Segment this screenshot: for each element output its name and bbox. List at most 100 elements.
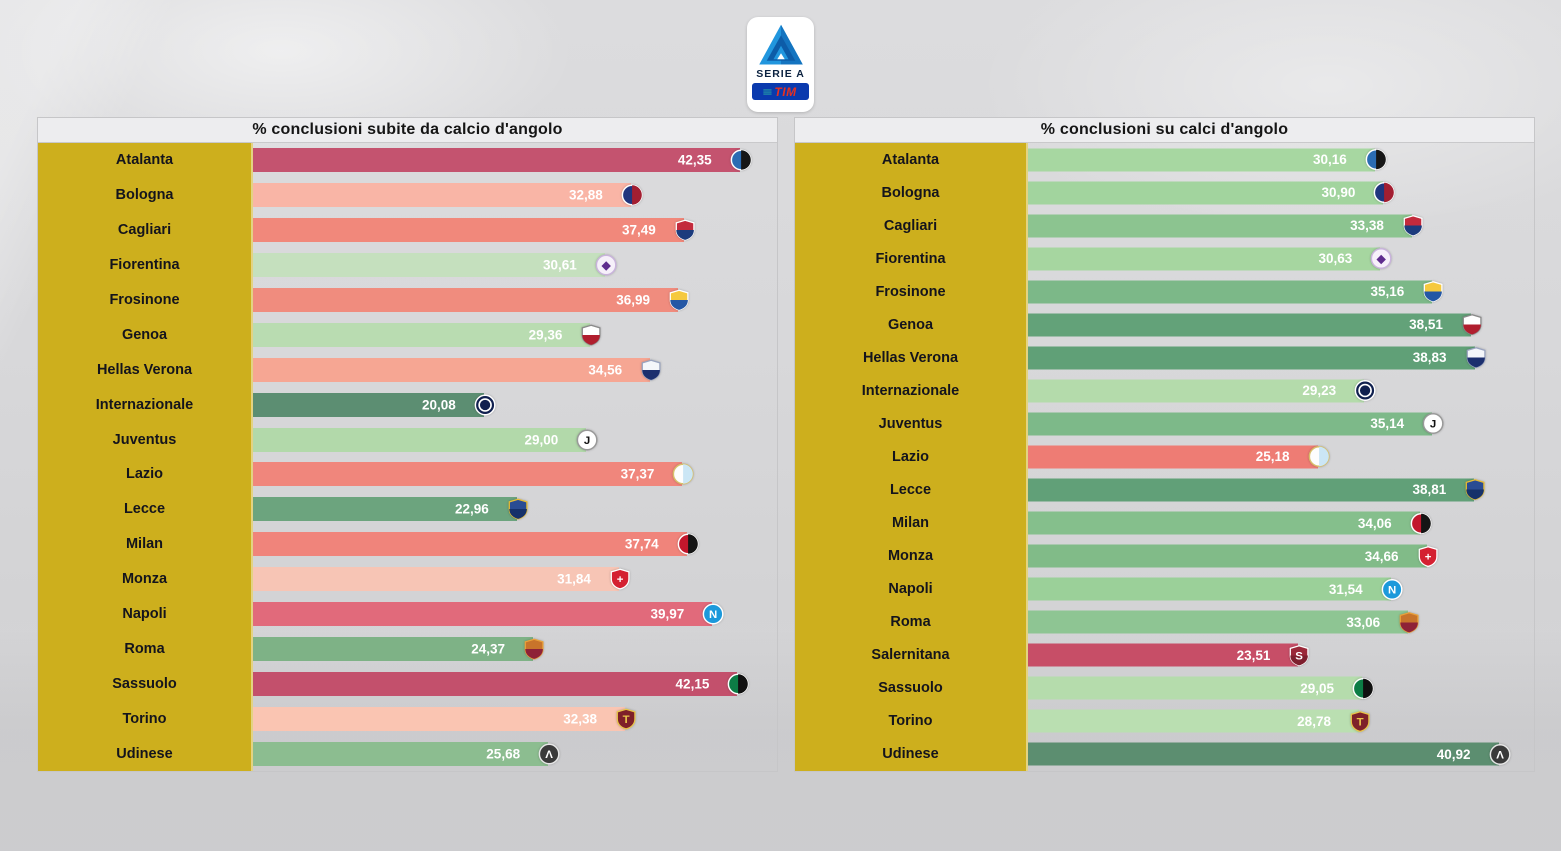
team-label-lazio: Lazio <box>38 457 253 492</box>
serie-a-tim-logo: SERIE A ≡ TIM <box>747 17 814 112</box>
salernitana-crest-icon: S <box>1290 644 1309 666</box>
bar-track: 29,23 <box>1028 374 1534 407</box>
sassuolo-crest-icon <box>1352 677 1374 699</box>
juventus-crest-icon: J <box>1422 413 1444 435</box>
value-label-lazio: 37,37 <box>620 466 655 482</box>
team-label-cagliari: Cagliari <box>38 212 253 248</box>
bar-track: 29,36 <box>253 317 777 352</box>
chart-panel-conceded: % conclusioni subite da calcio d'angolo … <box>37 117 778 772</box>
value-label-fiorentina: 30,63 <box>1318 251 1353 267</box>
chart-row-frosinone: Frosinone 36,99 <box>38 282 777 318</box>
bar-udinese: 25,68 Λ <box>253 741 560 766</box>
bar-bologna: 30,90 <box>1028 181 1395 205</box>
frosinone-crest-icon <box>1423 281 1443 303</box>
bar-track: 38,83 <box>1028 341 1534 374</box>
team-label-monza: Monza <box>38 561 253 597</box>
bar-track: 25,68 Λ <box>253 736 777 771</box>
chart-row-atalanta: Atalanta 42,35 <box>38 143 777 178</box>
svg-text:N: N <box>1388 584 1396 596</box>
value-label-atalanta: 30,16 <box>1313 152 1347 168</box>
tim-logo: ≡ TIM <box>752 83 809 100</box>
value-label-torino: 32,38 <box>563 711 598 727</box>
value-label-udinese: 25,68 <box>486 746 521 762</box>
monza-crest-icon: + <box>1418 545 1438 567</box>
bar-track: 22,96 <box>253 492 777 527</box>
chart-row-torino: Torino 32,38 T <box>38 701 777 737</box>
chart-title-conceded: % conclusioni subite da calcio d'angolo <box>38 118 777 143</box>
svg-text:T: T <box>623 714 630 726</box>
team-label-frosinone: Frosinone <box>795 275 1028 309</box>
svg-text:+: + <box>617 574 624 586</box>
genoa-crest-icon <box>1462 314 1482 336</box>
team-label-roma: Roma <box>38 631 253 667</box>
roma-crest-icon <box>524 638 544 660</box>
bar-monza: 31,84 + <box>253 567 630 592</box>
team-label-lecce: Lecce <box>795 473 1028 507</box>
svg-text:Λ: Λ <box>1496 749 1504 761</box>
bar-track: 37,37 <box>253 457 777 492</box>
bar-salernitana: 23,51 S <box>1028 643 1309 667</box>
svg-text:J: J <box>584 435 590 447</box>
bar-track: 32,38 T <box>253 701 777 736</box>
juventus-crest-icon: J <box>576 429 598 451</box>
bologna-crest-icon <box>621 184 643 206</box>
team-label-milan: Milan <box>795 506 1028 540</box>
bar-track: 39,97 N <box>253 597 777 632</box>
team-label-internazionale: Internazionale <box>795 374 1028 408</box>
frosinone-crest-icon <box>669 289 689 311</box>
chart-row-lazio: Lazio 37,37 <box>38 457 777 492</box>
value-label-udinese: 40,92 <box>1436 746 1471 762</box>
chart-row-juventus: Juventus 29,00 J <box>38 422 777 458</box>
team-label-salernitana: Salernitana <box>795 638 1028 672</box>
bar-lazio: 37,37 <box>253 462 694 487</box>
value-label-internazionale: 20,08 <box>421 397 456 413</box>
bar-atalanta: 30,16 <box>1028 148 1387 172</box>
lecce-crest-icon <box>508 498 528 520</box>
atalanta-crest-icon <box>730 149 752 171</box>
value-label-milan: 34,06 <box>1357 515 1392 531</box>
chart-conceded: Atalanta 42,35 Bologna 32,88 Cagliari 37,49 Fi… <box>38 143 777 772</box>
chart-row-lecce: Lecce 22,96 <box>38 491 777 527</box>
team-label-hellas-verona: Hellas Verona <box>38 352 253 388</box>
value-label-frosinone: 35,16 <box>1370 284 1405 300</box>
value-label-juventus: 29,00 <box>524 432 559 448</box>
bar-juventus: 29,00 J <box>253 427 598 452</box>
chart-row-monza: Monza 34,66 + <box>795 539 1534 573</box>
bar-track: 32,88 <box>253 178 777 213</box>
svg-text:Λ: Λ <box>545 749 553 761</box>
chart-row-hellas-verona: Hellas Verona 34,56 <box>38 352 777 388</box>
value-label-cagliari: 33,38 <box>1350 218 1384 234</box>
bar-track: 40,92 Λ <box>1028 738 1534 771</box>
team-label-bologna: Bologna <box>38 177 253 213</box>
value-label-juventus: 35,14 <box>1370 416 1405 432</box>
team-label-napoli: Napoli <box>38 596 253 632</box>
bar-cagliari: 37,49 <box>253 218 695 243</box>
team-label-sassuolo: Sassuolo <box>38 666 253 702</box>
bar-track: 30,63 ◆ <box>1028 242 1534 275</box>
bar-track: 30,61 ◆ <box>253 248 777 283</box>
chart-row-napoli: Napoli 31,54 N <box>795 572 1534 606</box>
bar-track: 29,05 <box>1028 672 1534 705</box>
team-label-atalanta: Atalanta <box>38 143 253 178</box>
bar-napoli: 31,54 N <box>1028 577 1403 601</box>
serie-a-wordmark: SERIE A <box>756 68 805 80</box>
chart-row-napoli: Napoli 39,97 N <box>38 596 777 632</box>
bar-track: 30,90 <box>1028 176 1534 209</box>
bar-track: 28,78 T <box>1028 705 1534 738</box>
bar-lecce: 38,81 <box>1028 478 1485 502</box>
cagliari-crest-icon <box>675 219 695 241</box>
team-label-milan: Milan <box>38 526 253 562</box>
chart-row-sassuolo: Sassuolo 42,15 <box>38 666 777 702</box>
chart-row-bologna: Bologna 32,88 <box>38 177 777 213</box>
svg-text:◆: ◆ <box>1376 254 1386 266</box>
chart-row-lazio: Lazio 25,18 <box>795 440 1534 474</box>
value-label-fiorentina: 30,61 <box>542 257 577 273</box>
bar-track: 35,14 J <box>1028 407 1534 440</box>
chart-row-udinese: Udinese 25,68 Λ <box>38 736 777 772</box>
team-label-roma: Roma <box>795 605 1028 639</box>
value-label-lazio: 25,18 <box>1255 449 1290 465</box>
svg-text:J: J <box>1430 419 1436 431</box>
bar-track: 20,08 <box>253 387 777 422</box>
sassuolo-crest-icon <box>727 673 749 695</box>
